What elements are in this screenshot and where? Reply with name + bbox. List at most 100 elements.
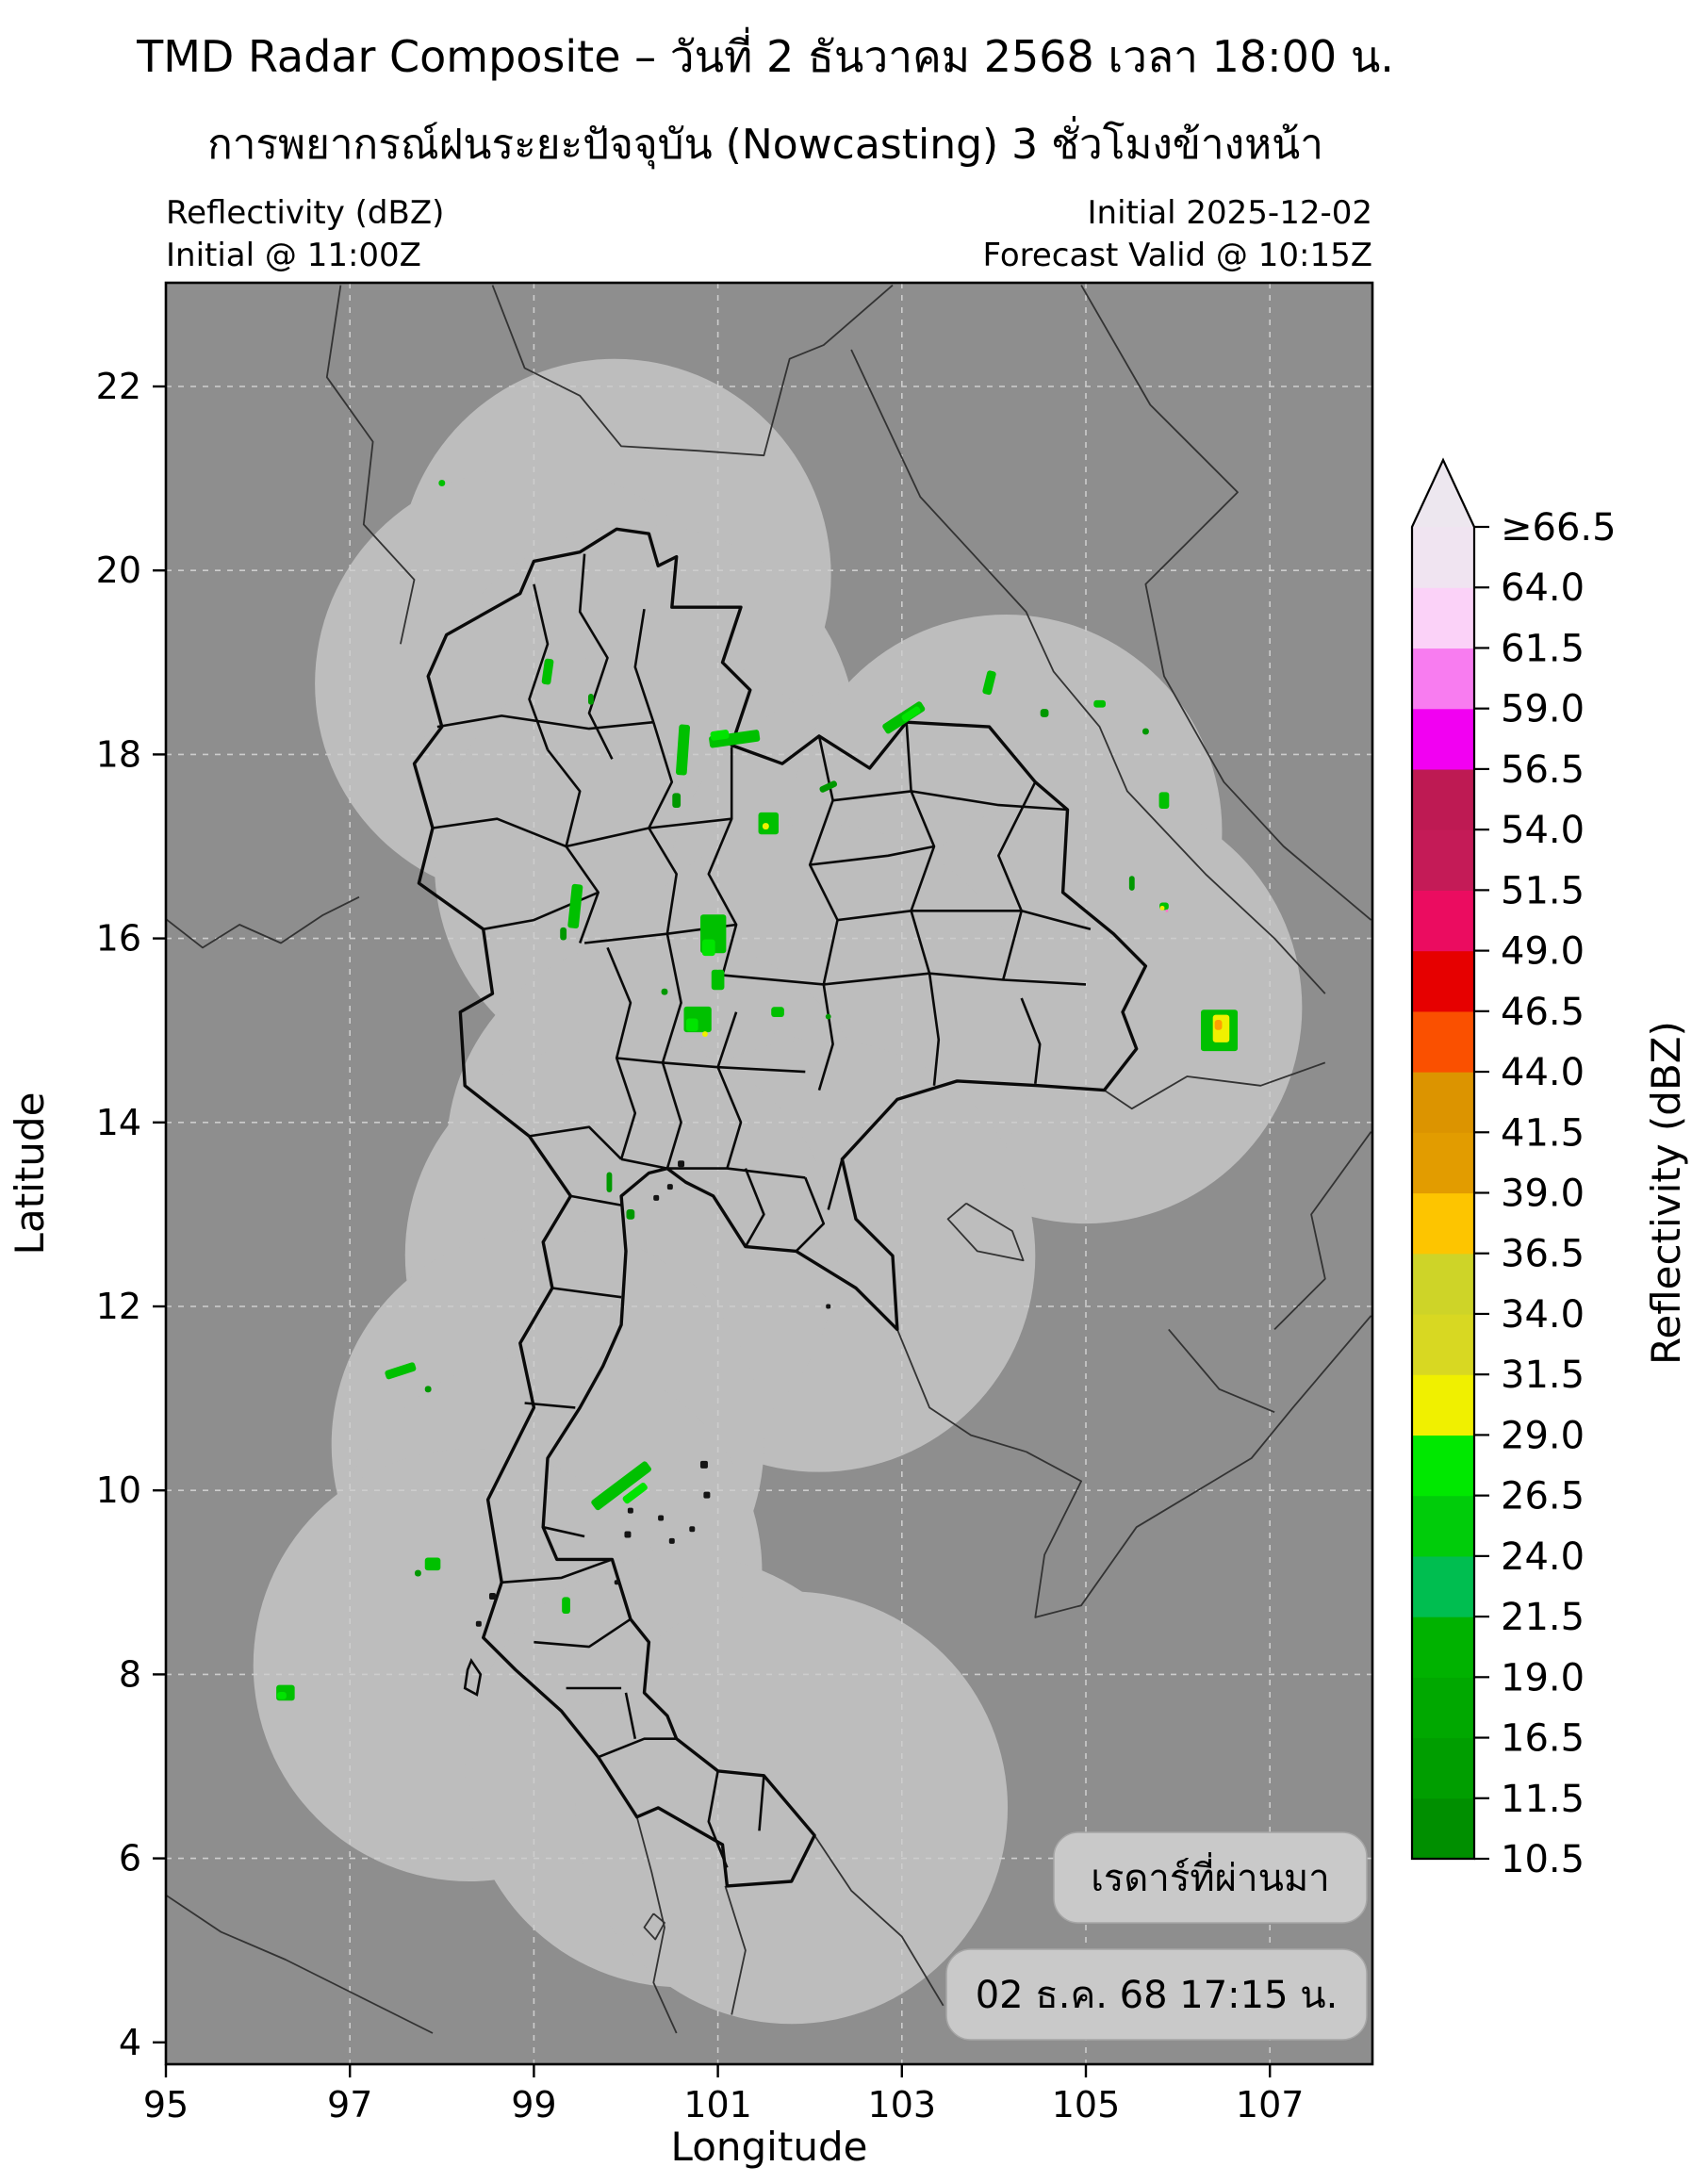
x-tick-label: 105 [1052,2084,1121,2126]
neighbor-border-line [850,349,1326,994]
province-border-line [501,1558,613,1584]
map-content: เรดาร์ที่ผ่านมา 02 ธ.ค. 68 17:15 น. [166,283,1372,2064]
colorbar-segment [1412,648,1474,710]
radar-echo [415,1569,421,1577]
clutter-speck [678,1160,685,1168]
colorbar-tick-label: 61.5 [1501,627,1585,670]
neighbor-border-line [325,285,416,645]
colorbar-segment [1412,768,1474,830]
province-border-line [633,608,655,723]
colorbar-segment [1412,587,1474,649]
clutter-speck [488,1592,496,1600]
colorbar-segment [1412,1253,1474,1315]
province-border-line [624,1692,637,1739]
colorbar-segment [1412,890,1474,952]
province-border-line [832,790,1068,812]
colorbar-tick-label: 44.0 [1501,1051,1585,1094]
province-border-line [542,1525,585,1538]
radar-echo [771,1007,784,1018]
clutter-speck [658,1515,665,1521]
neighbor-border-line [1080,285,1372,921]
clutter-speck [614,1580,619,1585]
x-tick-label: 107 [1236,2084,1305,2126]
radar-echo [901,706,921,722]
radar-echo [1165,909,1169,912]
radar-echo [1040,709,1049,717]
colorbar-segment [1412,708,1474,770]
colorbar-segment [1412,1192,1474,1255]
colorbar-segment [1412,1374,1474,1436]
colorbar-segment [1412,1555,1474,1617]
past-radar-timestamp-box [945,1948,1368,2041]
colorbar-segment [1412,1677,1474,1739]
radar-echo [277,1691,287,1699]
radar-echo [762,823,769,829]
province-border-line [827,1158,844,1210]
y-axis-title: Latitude [7,1092,53,1256]
colorbar-outline [1410,457,1476,1861]
province-border-line [432,817,567,848]
province-border-line [817,984,834,1091]
neighbor-border-line [491,284,894,457]
clutter-speck [699,1460,708,1469]
y-tick-label: 16 [96,918,141,960]
province-border-line [528,583,550,750]
radar-echo [567,883,583,929]
y-tick-label: 14 [96,1102,141,1143]
colorbar: ≥66.5 64.0 61.5 59.0 56.5 54.0 51.5 49.0 46.5 44.… [1410,457,1689,1881]
clutter-speck [653,1194,660,1201]
colorbar-segment [1412,1010,1474,1073]
colorbar-title: Reflectivity (dBZ) [1643,1021,1689,1365]
y-tick-label: 22 [96,366,141,407]
radar-echo [606,1172,613,1192]
colorbar-tick-label: 64.0 [1501,566,1585,610]
x-tick-label: 101 [683,2084,752,2126]
radar-echo [541,658,554,685]
past-radar-label-box [1053,1831,1368,1924]
page-title: TMD Radar Composite – วันที่ 2 ธันวาคม 2… [137,31,1394,82]
forecast-valid-label: Forecast Valid @ 10:15Z [982,237,1373,274]
y-tick-label: 4 [119,2022,141,2063]
colorbar-tick-label: 46.5 [1501,991,1585,1034]
y-tick-label: 10 [96,1469,141,1511]
province-border-line [566,817,732,848]
province-border-line [837,910,1092,931]
colorbar-extend-arrow [1412,460,1474,527]
x-axis-title: Longitude [671,2124,868,2170]
radar-echo [1158,792,1170,809]
colorbar-tick-label: 11.5 [1501,1778,1585,1821]
colorbar-tick-label: 39.0 [1501,1173,1585,1216]
province-border-line [551,1287,622,1299]
colorbar-tick-label: 34.0 [1501,1293,1585,1337]
x-tick-label: 95 [143,2084,189,2126]
reflectivity-header: Reflectivity (dBZ) Initial @ 11:00Z [166,192,444,277]
radar-echo [711,969,725,991]
neighbor-border-line [724,1885,747,2015]
radar-echo [710,730,730,741]
radar-echo [1159,905,1165,911]
province-border-line [810,845,935,866]
colorbar-tick-label: 31.5 [1501,1354,1585,1397]
colorbar-tick-label: 21.5 [1501,1596,1585,1639]
neighbor-border-line [896,1329,1026,1453]
y-tick-label: 20 [96,550,141,591]
colorbar-tick-label: ≥66.5 [1501,506,1617,550]
neighbor-borders [166,284,1372,2034]
province-border-line [524,1402,576,1409]
colorbar-segment [1412,950,1474,1012]
colorbar-tick-label: 26.5 [1501,1475,1585,1518]
radar-echo [1142,728,1149,735]
province-borders [432,553,1092,1868]
colorbar-tick-label: 36.5 [1501,1233,1585,1276]
neighbor-border-line [166,895,360,949]
y-tick-label: 8 [119,1653,141,1695]
radar-echo [622,1483,648,1504]
radar-echo [562,1597,570,1614]
clutter-speck [689,1526,696,1533]
radar-echo [709,730,761,748]
province-border-line [570,1194,622,1206]
province-border-line [620,1157,806,1179]
neighbor-border-line [1103,1061,1326,1110]
colorbar-segment [1412,829,1474,891]
